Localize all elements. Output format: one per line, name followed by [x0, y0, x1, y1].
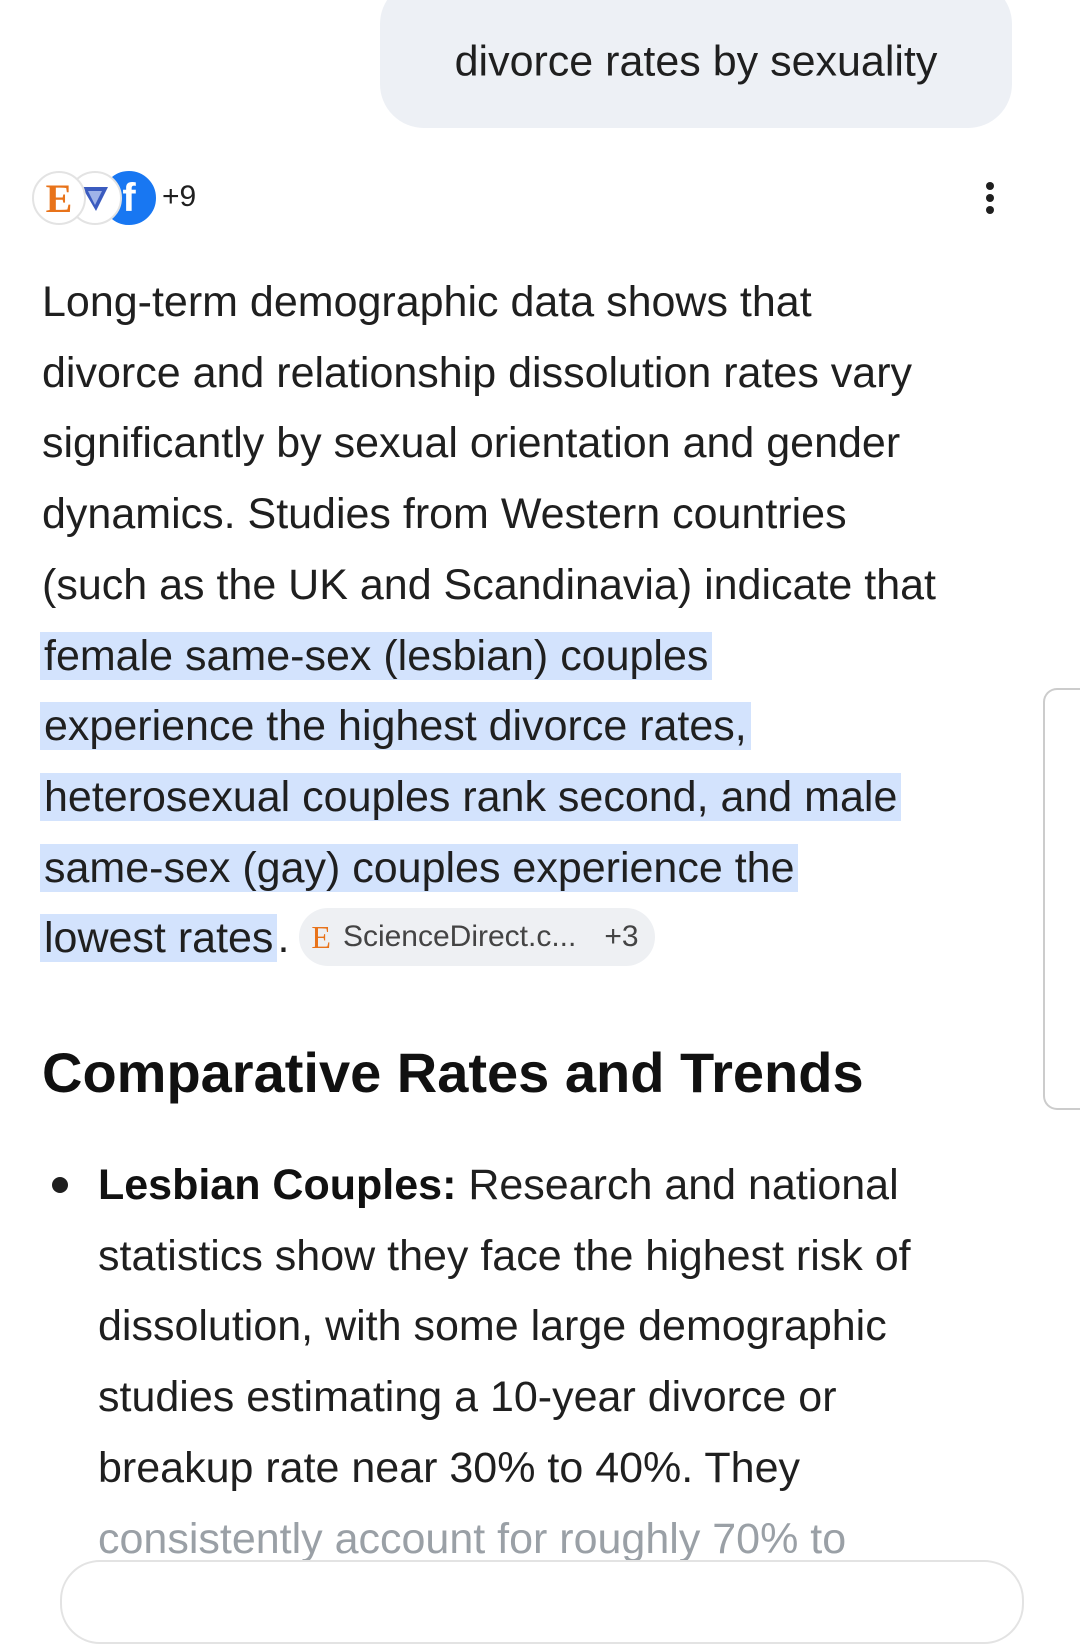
bullet-text: breakup rate near 30% to 40%. They: [98, 1443, 800, 1492]
bullet-text: Research and national: [468, 1161, 899, 1209]
bullet-text: consistently account for roughly 70% to: [98, 1514, 847, 1563]
text-line: Long-term demographic data shows that: [42, 278, 812, 326]
text-line: dynamics. Studies from Western countries: [42, 490, 847, 539]
text-line: consistently account for roughly 70% to: [98, 1504, 911, 1575]
highlight-text: heterosexual couples rank second, and ma…: [40, 772, 902, 821]
bullet-item: Lesbian Couples: Research and national st…: [98, 1150, 911, 1574]
period: .: [277, 914, 290, 963]
highlight-text: same-sex (gay) couples experience the: [40, 843, 799, 892]
page: divorce rates by sexuality E f +9 Long-t…: [32, 0, 1080, 1644]
text-line: dissolution, with some large demographic: [98, 1291, 911, 1362]
text-line: Lesbian Couples: Research and national: [98, 1150, 911, 1221]
text-line: (such as the UK and Scandinavia) indicat…: [42, 560, 936, 609]
highlight-line: lowest rates. E ScienceDirect.c... +3: [40, 903, 936, 974]
highlight-text: female same-sex (lesbian) couples: [40, 631, 713, 680]
text-line: studies estimating a 10-year divorce or: [98, 1362, 911, 1433]
bullet-text: statistics show they face the highest ri…: [98, 1231, 911, 1280]
sources-more[interactable]: +9: [162, 180, 197, 213]
answer-paragraph: Long-term demographic data shows that div…: [40, 267, 936, 974]
citation-more: +3: [604, 919, 639, 953]
text-line: significantly by sexual orientation and …: [42, 419, 901, 468]
text-line: statistics show they face the highest ri…: [98, 1221, 911, 1292]
citation-icon: E: [311, 918, 331, 955]
highlight-text: experience the highest divorce rates,: [40, 702, 751, 751]
citation-chip[interactable]: E ScienceDirect.c... +3: [299, 907, 655, 966]
highlight-text: lowest rates: [40, 914, 278, 963]
highlight-line: heterosexual couples rank second, and ma…: [40, 762, 936, 833]
highlight-line: experience the highest divorce rates,: [40, 691, 936, 762]
query-bubble: divorce rates by sexuality: [380, 0, 1012, 128]
highlight-line: female same-sex (lesbian) couples: [40, 621, 936, 692]
source-icon[interactable]: E: [32, 171, 86, 225]
bullet-dot: [52, 1177, 68, 1193]
bottom-card: [60, 1560, 1024, 1644]
menu-button[interactable]: [984, 182, 996, 218]
side-handle: [1043, 688, 1080, 1110]
text-line: breakup rate near 30% to 40%. They: [98, 1433, 911, 1504]
bullet-text: dissolution, with some large demographic: [98, 1302, 887, 1351]
bullet-text: studies estimating a 10-year divorce or: [98, 1373, 837, 1422]
highlight-line: same-sex (gay) couples experience the: [40, 833, 936, 904]
text-line: divorce and relationship dissolution rat…: [42, 348, 913, 397]
logo: [82, 187, 108, 211]
citation-label: ScienceDirect.c...: [342, 919, 577, 953]
query-text: divorce rates by sexuality: [454, 37, 938, 86]
section-heading: Comparative Rates and Trends: [42, 1041, 864, 1104]
bullet-label: Lesbian Couples:: [98, 1161, 457, 1209]
